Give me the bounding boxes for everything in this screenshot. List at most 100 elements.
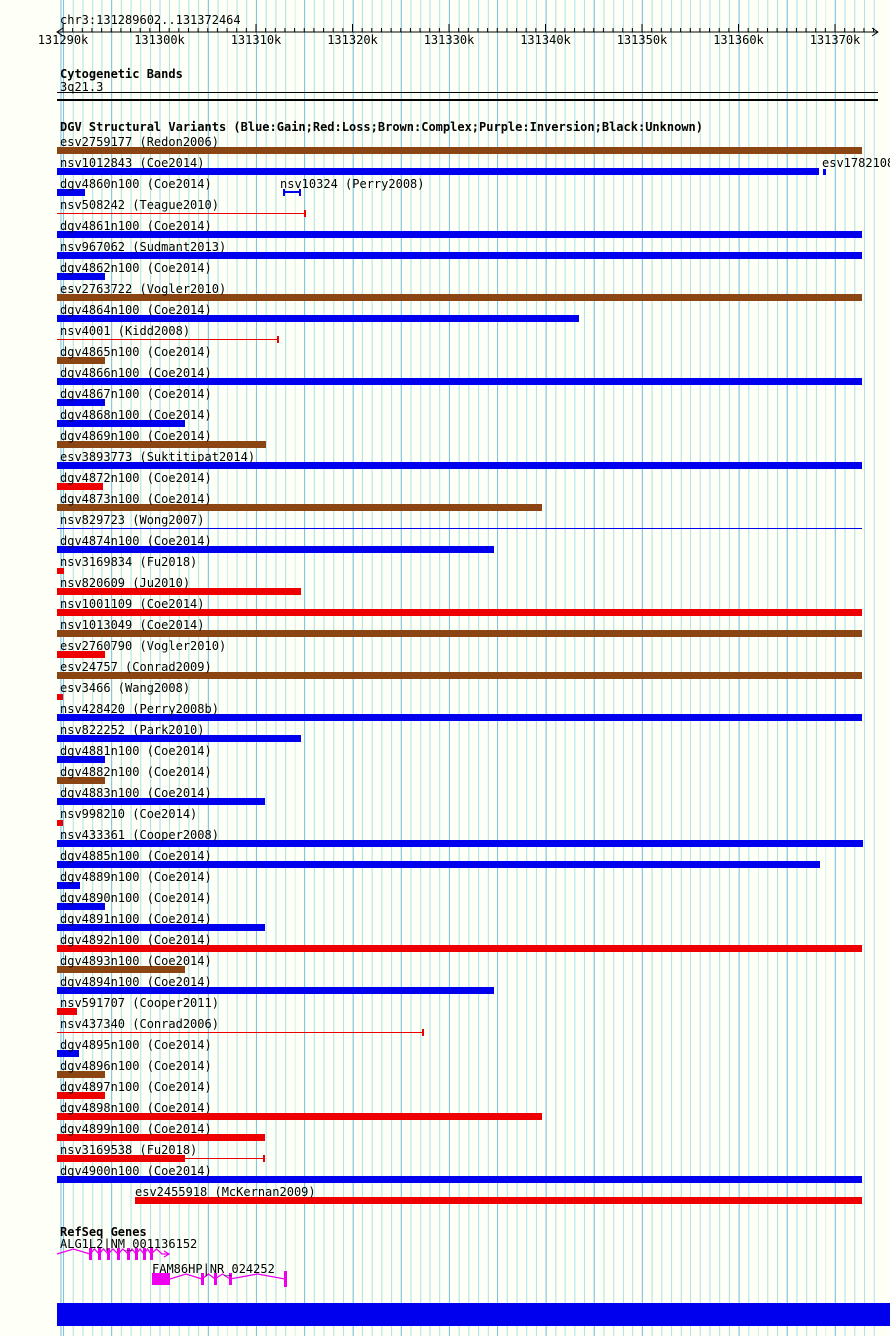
variant-bar[interactable] [57,1134,265,1141]
variant-label[interactable]: dgv4889n100 (Coe2014) [60,870,212,884]
variant-bar[interactable] [135,1197,862,1204]
variant-label[interactable]: dgv4895n100 (Coe2014) [60,1038,212,1052]
variant-label[interactable]: nsv998210 (Coe2014) [60,807,198,821]
variant-bar[interactable] [57,945,862,952]
variant-label[interactable]: dgv4885n100 (Coe2014) [60,849,212,863]
variant-bar[interactable] [57,1071,105,1078]
gene-label[interactable]: ALG1L2|NM_001136152 [60,1237,198,1251]
variant-bar[interactable] [823,169,826,175]
variant-bar[interactable] [57,798,265,805]
variant-label[interactable]: esv2759177 (Redon2006) [60,135,219,149]
variant-bar[interactable] [57,441,266,448]
variant-bar[interactable] [57,861,820,868]
variant-bar[interactable] [57,189,85,196]
variant-bar[interactable] [57,1050,79,1057]
variant-label[interactable]: nsv433361 (Cooper2008) [60,828,219,842]
variant-label[interactable]: dgv4866n100 (Coe2014) [60,366,212,380]
variant-label[interactable]: nsv508242 (Teague2010) [60,198,219,212]
variant-bar[interactable] [57,168,819,175]
variant-bar[interactable] [57,966,185,973]
variant-label[interactable]: dgv4869n100 (Coe2014) [60,429,212,443]
variant-label[interactable]: dgv4900n100 (Coe2014) [60,1164,212,1178]
variant-bar[interactable] [57,694,63,700]
variant-bar[interactable] [57,357,105,364]
variant-bar[interactable] [57,1008,77,1015]
variant-bar[interactable] [57,213,305,214]
variant-bar[interactable] [57,483,103,490]
variant-bar[interactable] [57,420,185,427]
variant-label[interactable]: dgv4883n100 (Coe2014) [60,786,212,800]
variant-label[interactable]: nsv4001 (Kidd2008) [60,324,191,338]
variant-label[interactable]: dgv4891n100 (Coe2014) [60,912,212,926]
variant-bar[interactable] [57,820,63,826]
refseq-gene-glyphs[interactable] [0,1238,890,1298]
variant-label[interactable]: dgv4894n100 (Coe2014) [60,975,212,989]
variant-bar[interactable] [57,504,542,511]
variant-label[interactable]: dgv4861n100 (Coe2014) [60,219,212,233]
variant-label[interactable]: nsv1001109 (Coe2014) [60,597,205,611]
variant-label[interactable]: nsv3169538 (Fu2018) [60,1143,198,1157]
variant-bar[interactable] [57,987,494,994]
variant-bar[interactable] [57,528,862,529]
variant-label[interactable]: dgv4860n100 (Coe2014) [60,177,212,191]
variant-label[interactable]: nsv1013049 (Coe2014) [60,618,205,632]
variant-label[interactable]: nsv437340 (Conrad2006) [60,1017,219,1031]
variant-label[interactable]: dgv4899n100 (Coe2014) [60,1122,212,1136]
variant-label[interactable]: dgv4892n100 (Coe2014) [60,933,212,947]
variant-label[interactable]: esv2763722 (Vogler2010) [60,282,227,296]
variant-bar[interactable] [57,315,579,322]
variant-label[interactable]: dgv4897n100 (Coe2014) [60,1080,212,1094]
variant-label[interactable]: dgv4868n100 (Coe2014) [60,408,212,422]
variant-bar[interactable] [57,1176,862,1183]
variant-label[interactable]: nsv967062 (Sudmant2013) [60,240,227,254]
variant-bar[interactable] [57,378,862,385]
variant-bar[interactable] [57,1113,542,1120]
variant-label[interactable]: dgv4898n100 (Coe2014) [60,1101,212,1115]
variant-label[interactable]: nsv829723 (Wong2007) [60,513,205,527]
variant-label[interactable]: dgv4882n100 (Coe2014) [60,765,212,779]
variant-label[interactable]: dgv4872n100 (Coe2014) [60,471,212,485]
variant-bar[interactable] [57,630,862,637]
variant-bar[interactable] [57,546,494,553]
variant-bar[interactable] [57,252,862,259]
variant-bar[interactable] [57,777,105,784]
variant-label[interactable]: esv3893773 (Suktitipat2014) [60,450,256,464]
variant-label[interactable]: dgv4890n100 (Coe2014) [60,891,212,905]
variant-bar[interactable] [57,294,862,301]
variant-bar[interactable] [57,672,862,679]
gene-label[interactable]: FAM86HP|NR_024252 [152,1262,275,1276]
variant-bar[interactable] [185,1158,264,1159]
variant-bar[interactable] [57,588,301,595]
variant-bar[interactable] [57,609,862,616]
variant-bar[interactable] [57,651,105,658]
variant-label[interactable]: esv2455918 (McKernan2009) [135,1185,316,1199]
variant-label[interactable]: nsv591707 (Cooper2011) [60,996,219,1010]
variant-label[interactable]: dgv4864n100 (Coe2014) [60,303,212,317]
variant-bar[interactable] [57,339,278,340]
variant-bar[interactable] [57,714,862,721]
variant-label[interactable]: dgv4867n100 (Coe2014) [60,387,212,401]
variant-bar[interactable] [57,273,105,280]
variant-bar[interactable] [57,882,80,889]
variant-label[interactable]: esv3466 (Wang2008) [60,681,191,695]
variant-bar[interactable] [57,399,105,406]
variant-label[interactable]: nsv428420 (Perry2008b) [60,702,219,716]
variant-bar[interactable] [57,756,105,763]
variant-label[interactable]: dgv4862n100 (Coe2014) [60,261,212,275]
variant-bar[interactable] [57,147,862,154]
variant-label[interactable]: dgv4865n100 (Coe2014) [60,345,212,359]
variant-label[interactable]: nsv822252 (Park2010) [60,723,205,737]
variant-label[interactable]: nsv820609 (Ju2010) [60,576,191,590]
variant-label[interactable]: dgv4873n100 (Coe2014) [60,492,212,506]
variant-label[interactable]: dgv4893n100 (Coe2014) [60,954,212,968]
variant-bar[interactable] [57,231,862,238]
variant-bar[interactable] [57,924,265,931]
variant-bar[interactable] [57,903,105,910]
variant-label[interactable]: dgv4896n100 (Coe2014) [60,1059,212,1073]
variant-bar[interactable] [57,840,863,847]
variant-label[interactable]: esv2760790 (Vogler2010) [60,639,227,653]
variant-bar[interactable] [57,1092,105,1099]
variant-label[interactable]: nsv3169834 (Fu2018) [60,555,198,569]
variant-bar[interactable] [283,191,301,193]
variant-label[interactable]: esv24757 (Conrad2009) [60,660,212,674]
